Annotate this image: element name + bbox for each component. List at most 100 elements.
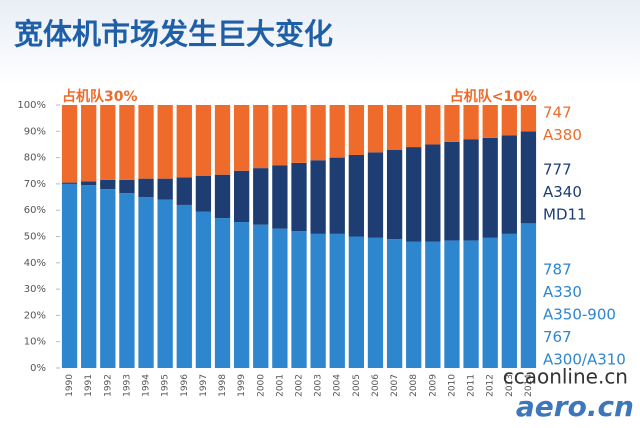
x-tick-label: 1992 [103,374,113,397]
bar-segment [482,105,498,138]
bar-segment [348,154,365,237]
bar-segment [520,105,537,132]
watermark: ccaonline.cn [503,365,628,389]
bar-segment [61,182,78,184]
bar-segment [61,183,78,368]
bar-segment [138,105,154,179]
bar-segment [214,218,231,368]
bar-segment [119,193,135,368]
x-tick-label: 1991 [84,374,94,397]
legend-label: 787 [543,261,572,279]
bar-segment [444,240,460,368]
x-tick-label: 1999 [237,374,247,397]
bar-segment [253,168,269,225]
bar-segment [310,105,326,161]
bar-segment [272,228,288,368]
bar-segment [291,162,307,232]
bar-segment [100,179,116,190]
bar-segment [157,178,173,200]
bar-segment [367,152,384,238]
y-tick-label: 60% [24,205,46,216]
bar-segment [253,105,269,169]
bar-segment [329,233,345,368]
bar-segment [501,233,517,368]
x-tick-label: 1995 [161,374,171,397]
legend-label: MD11 [543,206,587,224]
y-tick-label: 10% [24,337,46,348]
bar-segment [348,105,365,155]
bar-segment [214,105,231,175]
bar-segment [253,224,269,368]
bar-segment [444,141,460,241]
bar-segment [463,105,479,140]
bar-segment [329,157,345,234]
bar-segment [520,223,537,368]
bar-segment [386,239,403,368]
bar-segment [482,237,498,368]
annotation: 占机队<10% [450,88,537,105]
bar-segment [176,105,192,178]
x-tick-label: 2004 [333,374,343,397]
bar-segment [157,199,173,368]
x-tick-label: 2008 [409,374,419,397]
x-tick-label: 2013 [505,374,515,397]
bar-segment [157,105,173,179]
bar-segment [406,147,422,242]
x-tick-label: 2000 [256,374,266,397]
bar-segment [100,189,116,368]
bar-segment [81,185,97,368]
x-tick-label: 1990 [65,374,75,397]
x-tick-label: 2012 [486,374,496,397]
y-tick-label: 30% [24,284,46,295]
bar-segment [272,105,288,166]
legend-label: A380 [543,126,582,144]
y-tick-label: 50% [24,232,46,243]
bar-segment [520,131,537,224]
bar-segment [81,181,97,186]
x-tick-label: 1994 [142,374,152,397]
bar-segment [291,105,307,163]
bar-segment [233,105,250,171]
y-tick-label: 100% [17,100,46,111]
x-tick-label: 2005 [352,374,362,397]
bar-segment [119,105,135,180]
bar-segment [291,231,307,368]
x-tick-label: 2007 [390,374,400,397]
bar-segment [329,105,345,158]
x-tick-label: 1996 [180,374,190,397]
bar-segment [272,165,288,229]
bar-segment [482,137,498,238]
bar-segment [195,176,212,212]
y-tick-label: 70% [24,179,46,190]
bar-segment [367,105,384,153]
annotation: 占机队30% [62,88,138,105]
bar-segment [176,177,192,205]
y-tick-label: 40% [24,258,46,269]
legend-label: A340 [543,183,582,201]
legend-label: A350-900 [543,306,616,324]
legend-label: A300/A310 [543,351,626,369]
bar-segment [81,105,97,182]
x-tick-label: 2006 [371,374,381,397]
y-tick-label: 90% [24,126,46,137]
y-tick-label: 80% [24,153,46,164]
bar-segment [425,105,441,145]
x-tick-label: 2003 [314,374,324,397]
bar-segment [100,105,116,180]
bar-segment [119,179,135,194]
bar-segment [425,241,441,368]
x-tick-label: 1997 [199,374,209,397]
watermark: aero.cn [516,390,634,423]
bar-segment [386,149,403,240]
bar-segment [425,144,441,242]
bar-segment [348,236,365,368]
x-tick-label: 2001 [275,374,285,397]
x-tick-label: 1993 [122,374,132,397]
bar-segment [463,240,479,368]
bar-segment [138,197,154,368]
bar-segment [195,211,212,368]
bar-segment [61,105,78,183]
bar-segment [406,105,422,148]
bar-segment [406,241,422,368]
